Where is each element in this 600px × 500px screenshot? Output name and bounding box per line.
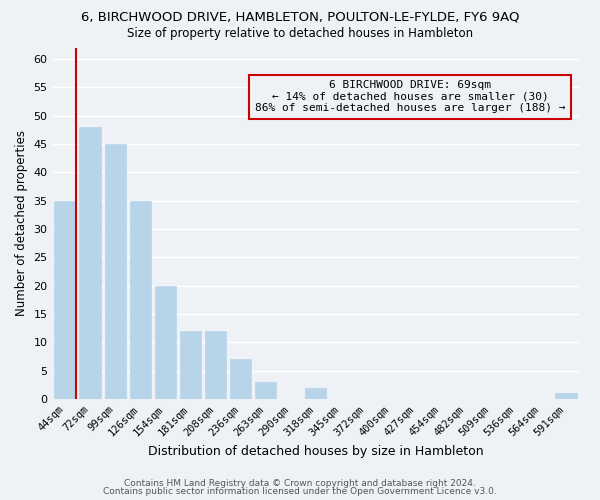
Bar <box>130 200 151 399</box>
Y-axis label: Number of detached properties: Number of detached properties <box>15 130 28 316</box>
Text: Contains public sector information licensed under the Open Government Licence v3: Contains public sector information licen… <box>103 487 497 496</box>
Bar <box>179 331 201 399</box>
Bar <box>104 144 126 399</box>
Text: 6 BIRCHWOOD DRIVE: 69sqm
← 14% of detached houses are smaller (30)
86% of semi-d: 6 BIRCHWOOD DRIVE: 69sqm ← 14% of detach… <box>255 80 565 114</box>
Text: 6, BIRCHWOOD DRIVE, HAMBLETON, POULTON-LE-FYLDE, FY6 9AQ: 6, BIRCHWOOD DRIVE, HAMBLETON, POULTON-L… <box>81 10 519 23</box>
Bar <box>55 200 76 399</box>
Text: Contains HM Land Registry data © Crown copyright and database right 2024.: Contains HM Land Registry data © Crown c… <box>124 478 476 488</box>
Bar <box>230 360 251 399</box>
Bar <box>79 127 101 399</box>
Text: Size of property relative to detached houses in Hambleton: Size of property relative to detached ho… <box>127 28 473 40</box>
X-axis label: Distribution of detached houses by size in Hambleton: Distribution of detached houses by size … <box>148 444 484 458</box>
Bar <box>255 382 276 399</box>
Bar <box>155 286 176 399</box>
Bar <box>305 388 326 399</box>
Bar <box>556 394 577 399</box>
Bar <box>205 331 226 399</box>
